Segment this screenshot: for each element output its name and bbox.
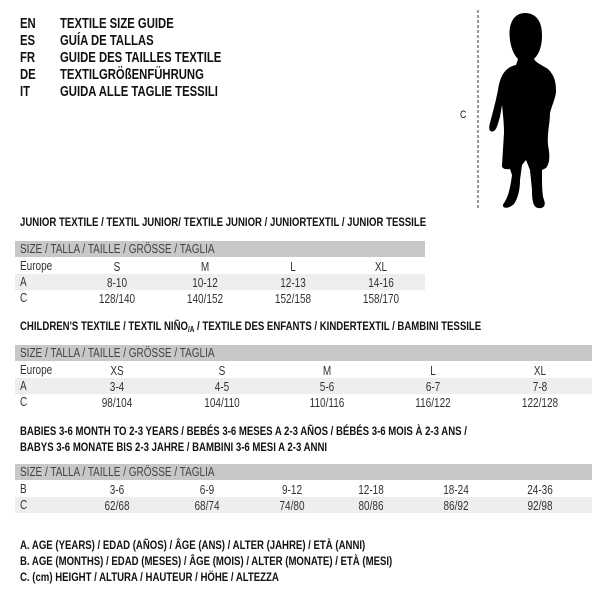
table-cell: 12-18 [358,483,384,497]
table-cell: 140/152 [186,292,224,306]
lang-code: IT [20,84,31,100]
legend-c: C. (cm) HEIGHT / ALTURA / HAUTEUR / HÖHE… [20,570,279,584]
table-cell: 122/128 [521,396,559,410]
table-cell: 86/92 [443,499,469,513]
table-row: C 98/104 104/110 110/116 116/122 122/128 [15,394,592,410]
table-cell: 3-4 [109,380,125,394]
lang-code: ES [20,33,36,49]
size-header: SIZE / TALLA / TAILLE / GRÖSSE / TAGLIA [20,346,215,360]
table-cell: 62/68 [104,499,130,513]
table-cell: 104/110 [204,396,240,410]
lang-code: DE [20,67,36,83]
children-table-header: SIZE / TALLA / TAILLE / GRÖSSE / TAGLIA [15,345,592,361]
table-cell: S [113,260,121,274]
row-label: Europe [20,259,53,273]
babies-heading-line1: BABIES 3-6 MONTH TO 2-3 YEARS / BEBÉS 3-… [20,424,467,438]
table-cell: 92/98 [527,499,553,513]
table-cell: 158/170 [362,292,400,306]
babies-table-header: SIZE / TALLA / TAILLE / GRÖSSE / TAGLIA [15,464,592,480]
table-cell: 12-13 [280,276,306,290]
table-cell: XS [110,364,124,378]
table-cell: 7-8 [532,380,548,394]
row-label: C [20,291,28,305]
table-cell: 14-16 [368,276,394,290]
title-text: GUIDA ALLE TAGLIE TESSILI [60,84,218,100]
junior-heading: JUNIOR TEXTILE / TEXTIL JUNIOR/ TEXTILE … [20,215,427,229]
table-cell: 80/86 [358,499,384,513]
size-header: SIZE / TALLA / TAILLE / GRÖSSE / TAGLIA [20,242,215,256]
row-label: C [20,498,28,512]
babies-heading-line2: BABYS 3-6 MONATE BIS 2-3 JAHRE / BAMBINI… [20,440,328,454]
junior-table-header: SIZE / TALLA / TAILLE / GRÖSSE / TAGLIA [15,241,425,257]
table-cell: M [322,364,332,378]
title-text: TEXTILGRÖßENFÜHRUNG [60,67,204,83]
table-cell: S [218,364,226,378]
table-cell: 5-6 [319,380,335,394]
heading-text: / TEXTILE DES ENFANTS / KINDERTEXTIL / B… [194,319,482,333]
lang-code: FR [20,50,36,66]
table-cell: 18-24 [443,483,469,497]
table-cell: M [200,260,210,274]
title-text: TEXTILE SIZE GUIDE [60,16,174,32]
table-cell: 4-5 [214,380,230,394]
row-label: B [20,482,27,496]
child-silhouette-icon [477,10,556,209]
table-row: C 128/140 140/152 152/158 158/170 [15,290,425,306]
table-cell: 128/140 [98,292,136,306]
table-cell: 98/104 [101,396,133,410]
table-cell: 152/158 [274,292,312,306]
measure-label: C [460,109,467,121]
row-label: Europe [20,363,53,377]
row-label: A [20,275,27,289]
table-cell: XL [533,364,547,378]
heading-text: CHILDREN'S TEXTILE / TEXTIL NIÑO [20,319,188,333]
row-label: C [20,395,28,409]
table-row: A 3-4 4-5 5-6 6-7 7-8 [15,378,592,394]
table-cell: 74/80 [279,499,305,513]
lang-code: EN [20,16,36,32]
table-row: C 62/68 68/74 74/80 80/86 86/92 92/98 [15,497,592,513]
table-cell: 8-10 [106,276,128,290]
table-cell: XL [374,260,388,274]
title-text: GUIDE DES TAILLES TEXTILE [60,50,222,66]
table-cell: L [430,364,436,378]
table-row: Europe S M L XL [15,258,425,274]
table-cell: 24-36 [527,483,553,497]
heading-subscript: /A [187,325,195,334]
table-cell: 68/74 [194,499,220,513]
table-cell: 6-9 [199,483,215,497]
legend-a: A. AGE (YEARS) / EDAD (AÑOS) / ÂGE (ANS)… [20,538,366,552]
row-label: A [20,379,27,393]
table-cell: 116/122 [415,396,451,410]
children-heading: CHILDREN'S TEXTILE / TEXTIL NIÑO/A / TEX… [20,319,481,337]
table-row: Europe XS S M L XL [15,362,592,378]
table-cell: L [290,260,296,274]
title-text: GUÍA DE TALLAS [60,33,154,49]
table-cell: 110/116 [309,396,345,410]
table-cell: 10-12 [192,276,218,290]
child-silhouette-shape [489,13,556,209]
table-cell: 6-7 [425,380,441,394]
size-header: SIZE / TALLA / TAILLE / GRÖSSE / TAGLIA [20,465,215,479]
table-cell: 9-12 [281,483,303,497]
table-cell: 3-6 [109,483,125,497]
table-row: B 3-6 6-9 9-12 12-18 18-24 24-36 [15,481,592,497]
table-row: A 8-10 10-12 12-13 14-16 [15,274,425,290]
legend-b: B. AGE (MONTHS) / EDAD (MESES) / ÂGE (MO… [20,554,393,568]
